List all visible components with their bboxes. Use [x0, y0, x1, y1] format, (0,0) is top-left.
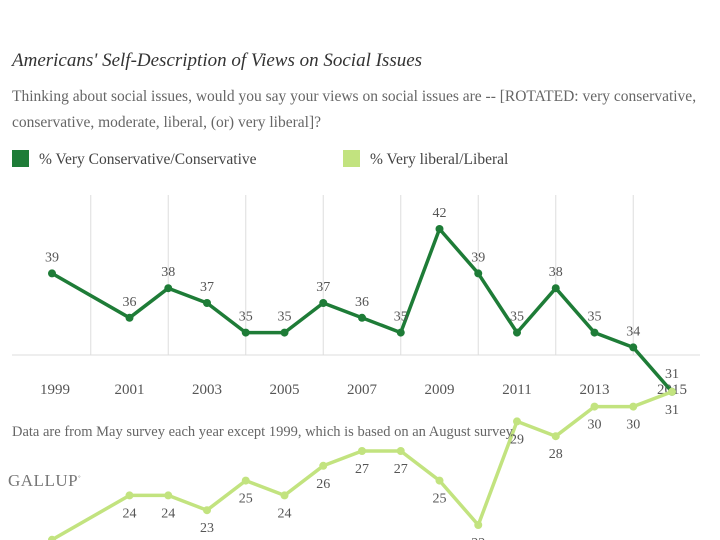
data-label-liberal: 30: [626, 418, 640, 433]
data-point-conservative: [203, 299, 211, 307]
data-point-conservative: [358, 313, 366, 322]
data-label-conservative: 36: [123, 295, 137, 310]
data-point-liberal: [474, 521, 483, 529]
x-tick-label: 2013: [580, 382, 610, 398]
chart-title: Americans' Self-Description of Views on …: [12, 50, 423, 71]
data-point-conservative: [319, 299, 328, 307]
data-point-conservative: [164, 284, 173, 293]
data-label-liberal: 27: [394, 462, 408, 477]
data-label-liberal: 24: [278, 506, 292, 521]
gallup-logo-mark: °: [78, 475, 81, 482]
data-point-liberal: [319, 461, 328, 470]
data-label-conservative: 37: [200, 280, 214, 295]
gallup-logo-text: GALLUP: [8, 471, 79, 490]
series-line-liberal: [51, 390, 673, 540]
legend-swatch-liberal: [343, 150, 360, 167]
x-tick-label: 2009: [425, 382, 455, 398]
data-label-conservative: 35: [510, 310, 524, 325]
data-label-liberal: 26: [316, 477, 330, 492]
data-label-liberal: 24: [161, 506, 175, 521]
data-label-conservative: 38: [161, 265, 175, 280]
data-label-conservative: 34: [626, 324, 640, 339]
legend-swatch-conservative: [12, 150, 29, 167]
data-label-conservative: 35: [239, 310, 253, 325]
data-label-liberal: 27: [355, 462, 369, 477]
data-label-conservative: 39: [471, 250, 485, 265]
x-tick-label: 2003: [192, 382, 222, 398]
x-tick-label: 1999: [40, 382, 70, 398]
data-point-conservative: [280, 328, 289, 337]
series-line-conservative: [51, 227, 674, 393]
data-point-conservative: [590, 328, 599, 337]
data-point-liberal: [629, 402, 638, 411]
data-label-liberal: 25: [433, 492, 447, 507]
footnote: Data are from May survey each year excep…: [12, 424, 516, 440]
data-point-liberal: [590, 402, 599, 411]
data-label-conservative: 35: [588, 310, 602, 325]
data-point-liberal: [551, 432, 560, 441]
data-label-conservative: 39: [45, 250, 59, 265]
data-point-conservative: [435, 225, 444, 233]
data-point-liberal: [125, 491, 134, 500]
data-point-conservative: [125, 313, 134, 322]
data-point-conservative: [241, 328, 250, 337]
data-point-liberal: [280, 491, 289, 500]
data-point-conservative: [396, 328, 405, 337]
data-point-liberal: [358, 447, 366, 455]
data-point-liberal: [435, 476, 444, 485]
data-point-conservative: [48, 269, 56, 278]
data-label-conservative: 35: [278, 310, 292, 325]
data-point-conservative: [551, 284, 560, 293]
data-point-liberal: [203, 506, 211, 515]
data-label-conservative: 38: [549, 265, 563, 280]
data-label-conservative: 42: [433, 206, 447, 221]
legend-item-conservative: % Very Conservative/Conservative: [12, 150, 257, 169]
data-point-conservative: [513, 328, 521, 337]
data-point-conservative: [474, 269, 483, 278]
x-tick-label: 2007: [347, 382, 378, 398]
data-point-liberal: [241, 476, 250, 485]
data-label-liberal: 29: [510, 432, 524, 447]
data-label-liberal: 30: [588, 418, 602, 433]
data-label-liberal: 23: [200, 521, 214, 536]
data-label-liberal: 31: [665, 403, 679, 418]
data-label-liberal: 24: [123, 506, 137, 521]
gallup-logo: GALLUP°: [8, 471, 81, 491]
data-label-conservative: 31: [665, 367, 679, 382]
chart-subtitle: Thinking about social issues, would you …: [12, 88, 697, 131]
data-label-liberal: 28: [549, 447, 563, 462]
data-point-liberal: [48, 535, 56, 540]
data-label-conservative: 37: [316, 280, 330, 295]
legend-label-conservative: % Very Conservative/Conservative: [39, 151, 257, 168]
x-tick-label: 2005: [270, 382, 300, 398]
data-point-conservative: [629, 343, 638, 352]
data-point-liberal: [513, 417, 521, 426]
data-point-liberal: [668, 387, 676, 396]
data-label-conservative: 35: [394, 310, 408, 325]
data-label-liberal: 22: [471, 536, 485, 540]
data-label-conservative: 36: [355, 295, 369, 310]
x-tick-label: 2011: [502, 382, 531, 398]
data-point-liberal: [164, 491, 173, 500]
x-tick-label: 2001: [115, 382, 145, 398]
legend-item-liberal: % Very liberal/Liberal: [343, 150, 508, 169]
legend-label-liberal: % Very liberal/Liberal: [370, 151, 509, 168]
data-point-liberal: [396, 447, 405, 455]
data-label-liberal: 25: [239, 492, 253, 507]
